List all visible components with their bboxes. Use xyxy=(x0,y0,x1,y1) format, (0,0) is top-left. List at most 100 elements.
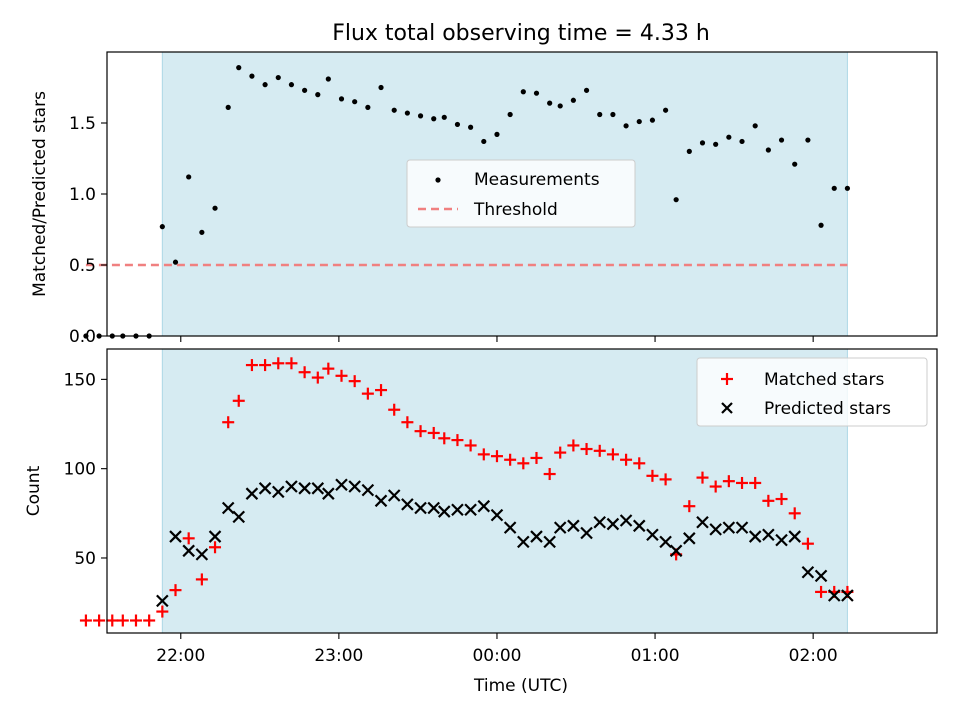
matched-star-point xyxy=(438,432,451,445)
predicted-star-stroke xyxy=(503,521,517,534)
predicted-star-point xyxy=(464,503,477,517)
predicted-star-point xyxy=(285,480,298,493)
measurement-point xyxy=(454,121,461,128)
y-tick-label: 1.5 xyxy=(69,114,96,134)
predicted-star-point xyxy=(387,489,401,502)
count-panel-frame xyxy=(106,348,938,634)
predicted-star-point xyxy=(669,544,683,558)
predicted-star-stroke xyxy=(195,548,209,561)
measurement-point xyxy=(699,140,706,146)
predicted-star-stroke xyxy=(606,517,620,531)
measurement-point xyxy=(417,113,424,119)
measurement-point xyxy=(391,107,397,113)
measurement-point xyxy=(365,104,371,110)
x-axis-label: Time (UTC) xyxy=(473,676,568,696)
y-tick-label: 0.0 xyxy=(69,327,96,347)
measurement-point xyxy=(726,134,732,140)
legend-predicted-label: Predicted stars xyxy=(764,399,891,419)
matched-star-point xyxy=(93,614,106,627)
predicted-star-stroke xyxy=(401,498,414,511)
measurement-points xyxy=(83,65,851,339)
matched-star-point xyxy=(762,494,775,507)
predicted-star-stroke xyxy=(669,544,683,558)
predicted-star-stroke xyxy=(361,483,375,497)
predicted-star-stroke xyxy=(841,589,854,602)
count-legend: Matched stars Predicted stars xyxy=(696,357,928,427)
matched-star-point xyxy=(620,453,633,466)
measurement-point xyxy=(636,118,642,125)
measurement-point xyxy=(805,137,811,143)
predicted-star-point xyxy=(659,535,672,549)
predicted-star-stroke xyxy=(775,533,788,547)
legend-measurements-label: Measurements xyxy=(474,170,600,190)
matched-star-point xyxy=(311,371,324,384)
matched-star-point xyxy=(116,614,129,627)
predicted-star-stroke xyxy=(208,530,222,543)
y-tick-label: 100 xyxy=(64,460,96,480)
predicted-star-point xyxy=(427,501,441,515)
x-tick-label: 00:00 xyxy=(472,646,521,666)
predicted-star-stroke xyxy=(696,515,709,529)
matched-star-point xyxy=(195,573,208,586)
predicted-star-point xyxy=(801,565,815,579)
predicted-star-stroke xyxy=(156,594,169,608)
x-tick-label: 01:00 xyxy=(631,646,680,666)
matched-star-point xyxy=(209,541,222,554)
count-y-axis-label: Count xyxy=(24,465,44,516)
matched-star-point xyxy=(79,614,92,627)
predicted-star-point xyxy=(401,498,414,511)
matched-star-point xyxy=(388,403,401,416)
predicted-star-stroke xyxy=(530,530,543,543)
measurement-point xyxy=(172,259,179,265)
matched-star-point xyxy=(736,476,749,489)
predicted-star-point xyxy=(646,528,659,542)
matched-star-point xyxy=(722,475,735,488)
matched-star-point xyxy=(169,584,182,597)
predicted-star-stroke xyxy=(271,485,285,499)
matched-star-point xyxy=(606,448,619,461)
legend-matched-label: Matched stars xyxy=(764,370,884,390)
predicted-star-stroke xyxy=(182,544,195,558)
matched-star-point xyxy=(815,585,828,598)
matched-star-point xyxy=(143,614,156,627)
matched-star-point xyxy=(554,446,567,459)
predicted-star-point xyxy=(195,548,209,561)
measurement-point xyxy=(610,111,616,118)
predicted-star-stroke xyxy=(801,565,815,579)
matched-star-point xyxy=(775,493,788,506)
matched-star-point xyxy=(543,468,556,481)
ratio-y-axis-label: Matched/Predicted stars xyxy=(30,91,50,297)
predicted-star-stroke xyxy=(322,487,335,500)
matched-star-point xyxy=(245,359,258,372)
predicted-star-stroke xyxy=(298,482,311,495)
predicted-star-point xyxy=(735,521,749,534)
predicted-star-point xyxy=(182,544,195,558)
predicted-star-stroke xyxy=(335,478,348,492)
count-panel: 50 100 150 22:00 23:00 00:00 01:00 02:00 Count… xyxy=(24,348,938,696)
measurement-point xyxy=(557,103,563,109)
predicted-star-point xyxy=(311,482,325,495)
ratio-legend: Measurements Threshold xyxy=(406,159,636,228)
count-y-ticks: 50 100 150 xyxy=(64,370,107,569)
predicted-star-point xyxy=(814,569,828,583)
predicted-star-stroke xyxy=(543,535,556,549)
measurement-point xyxy=(533,90,540,96)
measurement-point xyxy=(159,224,165,230)
predicted-star-point xyxy=(593,515,607,529)
matched-star-point xyxy=(801,537,814,550)
y-tick-label: 0.5 xyxy=(69,256,96,276)
measurement-point xyxy=(249,73,255,79)
matched-star-point xyxy=(633,457,646,470)
predicted-star-point xyxy=(258,482,272,495)
measurement-point xyxy=(275,74,281,81)
measurement-point xyxy=(378,84,384,91)
measurement-point xyxy=(225,104,231,110)
measurement-point xyxy=(212,205,218,211)
matched-star-point xyxy=(222,416,235,429)
matched-star-point xyxy=(646,469,659,482)
matched-star-point xyxy=(517,457,530,470)
measurement-point xyxy=(302,87,308,93)
predicted-star-stroke xyxy=(245,487,259,500)
matched-star-point xyxy=(683,500,696,513)
predicted-star-stroke xyxy=(646,528,659,542)
